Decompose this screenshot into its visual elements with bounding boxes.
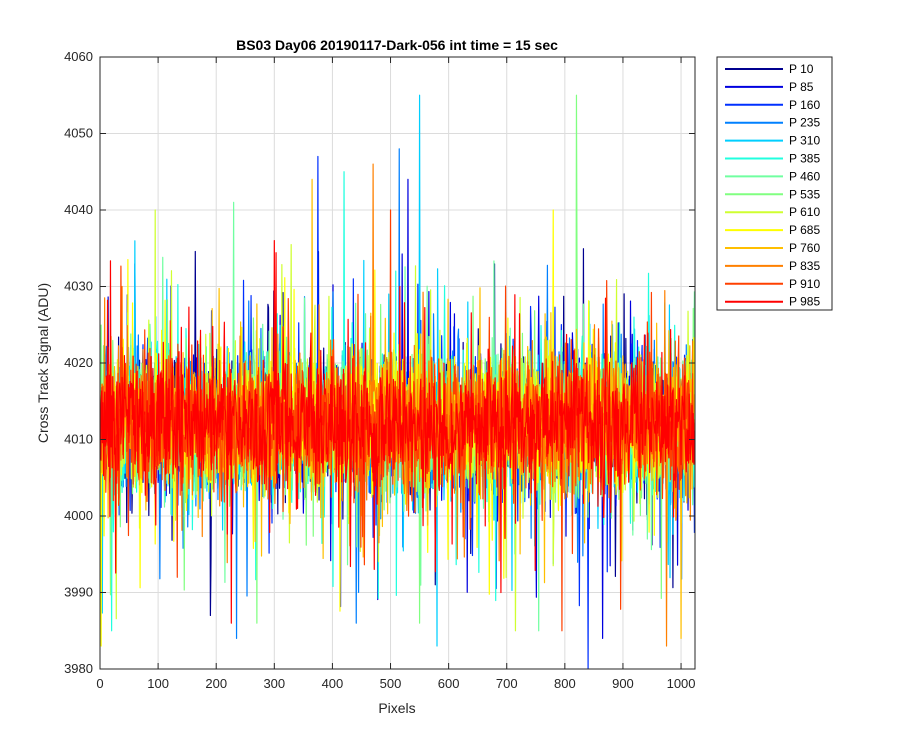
- legend-label: P 235: [789, 116, 820, 130]
- series-line: [100, 240, 695, 624]
- legend-label: P 535: [789, 187, 820, 201]
- legend-box: [716, 56, 833, 311]
- legend-label: P 85: [789, 80, 814, 94]
- chart-title: BS03 Day06 20190117-Dark-056 int time = …: [236, 37, 558, 53]
- x-tick-label: 600: [438, 676, 460, 691]
- legend-label: P 760: [789, 241, 820, 255]
- x-tick-label: 800: [554, 676, 576, 691]
- y-tick-label: 4020: [64, 355, 93, 370]
- legend-label: P 160: [789, 98, 820, 112]
- x-tick-label: 1000: [667, 676, 696, 691]
- y-tick-label: 3990: [64, 585, 93, 600]
- series-lines: [100, 94, 695, 669]
- x-tick-label: 900: [612, 676, 634, 691]
- x-axis-label: Pixels: [378, 700, 415, 716]
- legend-label: P 610: [789, 205, 820, 219]
- y-tick-label: 4000: [64, 508, 93, 523]
- legend-label: P 385: [789, 152, 820, 166]
- x-tick-label: 100: [147, 676, 169, 691]
- y-tick-label: 4040: [64, 202, 93, 217]
- legend-label: P 460: [789, 169, 820, 183]
- legend-label: P 985: [789, 295, 820, 309]
- x-tick-label: 200: [205, 676, 227, 691]
- y-axis-label: Cross Track Signal (ADU): [35, 283, 51, 443]
- y-tick-label: 3980: [64, 661, 93, 676]
- y-tick-label: 4010: [64, 432, 93, 447]
- x-tick-label: 400: [322, 676, 344, 691]
- y-tick-label: 4050: [64, 126, 93, 141]
- legend: P 10 P 85 P 160 P 235 P 310 P 385 P 460 P 535 P …: [716, 56, 833, 311]
- legend-label: P 835: [789, 259, 820, 273]
- x-tick-label: 0: [96, 676, 103, 691]
- legend-label: P 310: [789, 134, 820, 148]
- x-tick-label: 700: [496, 676, 518, 691]
- y-tick-label: 4030: [64, 279, 93, 294]
- axis-ticks: 0 100 200 300 400 500 600 700 800 900 1000 3980 3990…: [64, 49, 695, 691]
- x-tick-label: 300: [263, 676, 285, 691]
- legend-label: P 685: [789, 223, 820, 237]
- legend-label: P 910: [789, 277, 820, 291]
- legend-label: P 10: [789, 62, 814, 76]
- y-tick-label: 4060: [64, 49, 93, 64]
- x-tick-label: 500: [380, 676, 402, 691]
